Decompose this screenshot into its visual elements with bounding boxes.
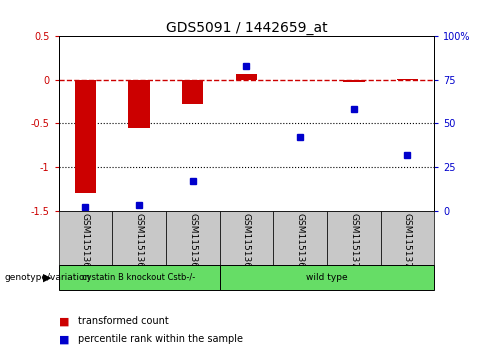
Text: GSM1151368: GSM1151368	[242, 213, 251, 274]
Bar	[166, 211, 220, 265]
Bar	[220, 265, 434, 290]
Text: ▶: ▶	[43, 273, 51, 283]
Text: GSM1151369: GSM1151369	[296, 213, 305, 274]
Text: genotype/variation: genotype/variation	[5, 273, 91, 282]
Bar	[182, 80, 203, 104]
Text: GSM1151371: GSM1151371	[403, 213, 412, 274]
Bar	[236, 74, 257, 80]
Bar	[220, 211, 273, 265]
Text: GSM1151367: GSM1151367	[188, 213, 197, 274]
Bar	[327, 211, 381, 265]
Bar	[112, 211, 166, 265]
Text: GSM1151366: GSM1151366	[135, 213, 143, 274]
Title: GDS5091 / 1442659_at: GDS5091 / 1442659_at	[165, 21, 327, 35]
Bar	[59, 211, 112, 265]
Text: transformed count: transformed count	[78, 316, 169, 326]
Bar	[59, 265, 220, 290]
Bar	[397, 79, 418, 80]
Text: GSM1151370: GSM1151370	[349, 213, 358, 274]
Text: percentile rank within the sample: percentile rank within the sample	[78, 334, 243, 344]
Bar	[128, 80, 150, 128]
Bar	[75, 80, 96, 193]
Text: ■: ■	[59, 316, 69, 326]
Text: cystatin B knockout Cstb-/-: cystatin B knockout Cstb-/-	[82, 273, 196, 282]
Text: GSM1151365: GSM1151365	[81, 213, 90, 274]
Text: ■: ■	[59, 334, 69, 344]
Bar	[381, 211, 434, 265]
Bar	[343, 80, 365, 82]
Bar	[273, 211, 327, 265]
Text: wild type: wild type	[306, 273, 348, 282]
